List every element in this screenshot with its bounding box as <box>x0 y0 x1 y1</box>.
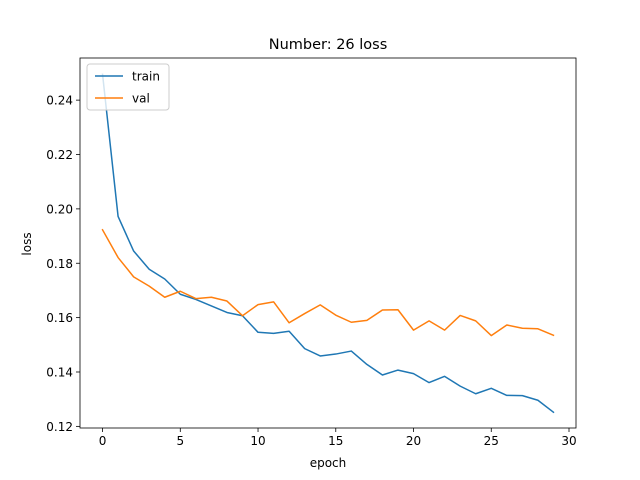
x-tick-label: 15 <box>328 434 343 448</box>
plot-area: 0 5 10 15 20 25 30 0.12 0.14 0.16 0.18 0.20 0.22 0.24… <box>46 57 577 448</box>
y-axis-label: loss <box>20 232 34 255</box>
x-tick-label: 5 <box>176 434 184 448</box>
chart-title: Number: 26 loss <box>269 37 388 53</box>
x-tick-label: 30 <box>561 434 576 448</box>
legend-label-val: val <box>132 92 150 106</box>
plot-frame <box>79 57 577 429</box>
series-line-val <box>101 228 555 337</box>
y-tick-label: 0.16 <box>46 311 73 325</box>
x-tick-label: 10 <box>250 434 265 448</box>
x-axis-label: epoch <box>310 456 347 470</box>
x-tick-label: 25 <box>484 434 499 448</box>
x-tick-label: 0 <box>99 434 107 448</box>
x-tick-label: 20 <box>406 434 421 448</box>
legend-label-train: train <box>132 70 160 84</box>
y-tick-label: 0.12 <box>46 420 73 434</box>
y-tick-label: 0.14 <box>46 365 73 379</box>
y-tick-label: 0.22 <box>46 148 73 162</box>
y-tick-label: 0.18 <box>46 257 73 271</box>
y-tick-label: 0.24 <box>46 94 73 108</box>
y-tick-label: 0.20 <box>46 202 73 216</box>
